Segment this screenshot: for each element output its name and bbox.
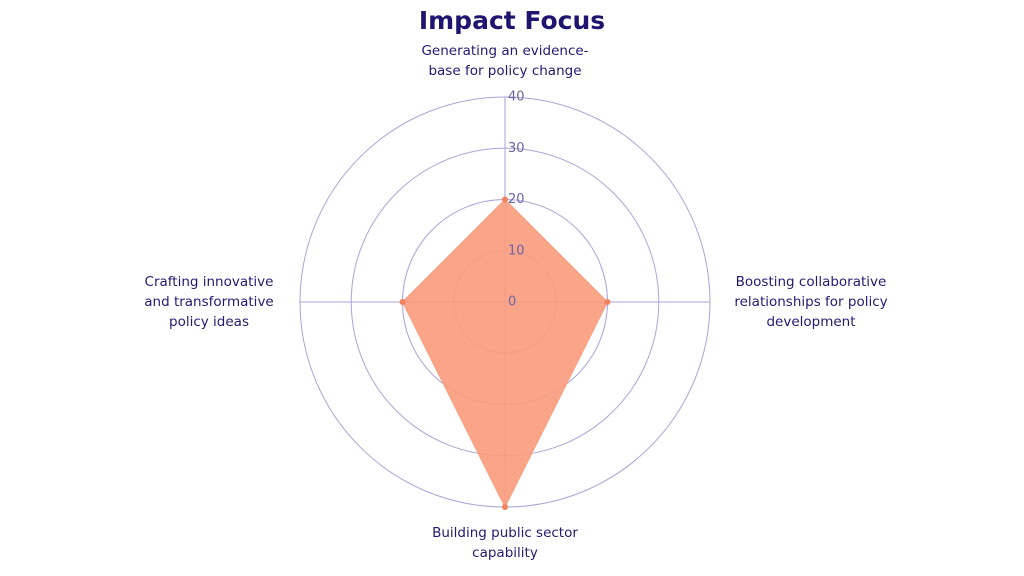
category-label: Generating an evidence-base for policy c…: [421, 43, 589, 79]
radar-point: [502, 504, 508, 510]
r-tick-label: 0: [508, 295, 516, 310]
r-tick-label: 20: [508, 192, 525, 207]
radar-area: [401, 198, 609, 509]
category-label: Boosting collaborative relationships for…: [734, 274, 888, 330]
category-label: Building public sector capability: [432, 525, 578, 561]
r-tick-label: 40: [508, 90, 525, 105]
radar-point: [604, 299, 611, 305]
radar-point: [502, 196, 508, 203]
chart-title: Impact Focus: [418, 6, 606, 35]
r-tick-label: 10: [508, 243, 525, 258]
radar-point: [399, 299, 406, 305]
category-label: Crafting innovative and transformative p…: [144, 274, 274, 330]
r-tick-label: 30: [508, 141, 525, 156]
